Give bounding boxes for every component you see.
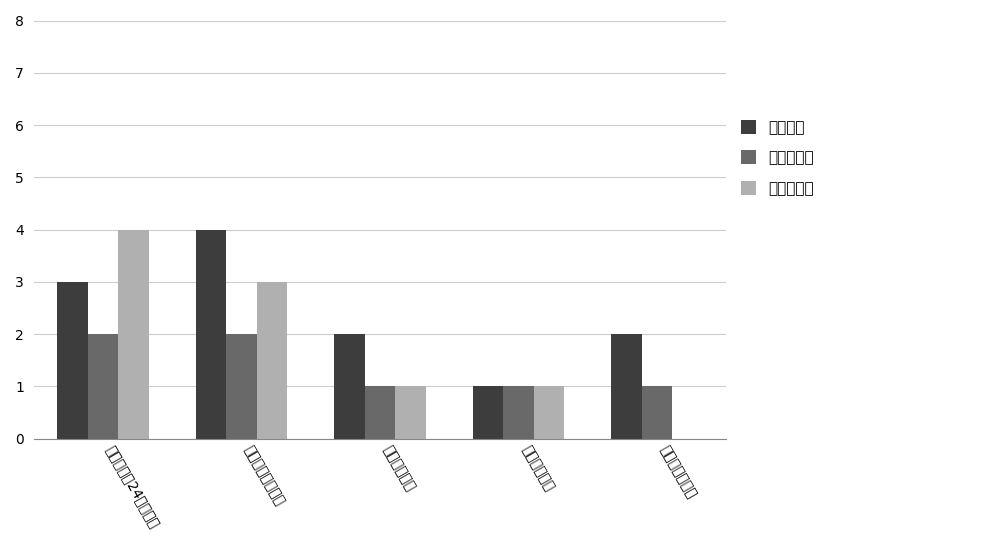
Bar <box>226 334 257 438</box>
Bar <box>611 334 642 438</box>
Bar <box>642 387 672 438</box>
Bar <box>503 387 534 438</box>
Legend: 那仁风场, 奈日木风场, 乌达莱风场: 那仁风场, 奈日木风场, 乌达莱风场 <box>741 120 814 196</box>
Bar <box>395 387 426 438</box>
Bar <box>88 334 118 438</box>
Bar <box>534 387 564 438</box>
Bar <box>257 282 287 438</box>
Bar <box>118 230 149 438</box>
Bar <box>57 282 88 438</box>
Bar <box>334 334 365 438</box>
Bar <box>196 230 226 438</box>
Bar <box>473 387 503 438</box>
Bar <box>365 387 395 438</box>
